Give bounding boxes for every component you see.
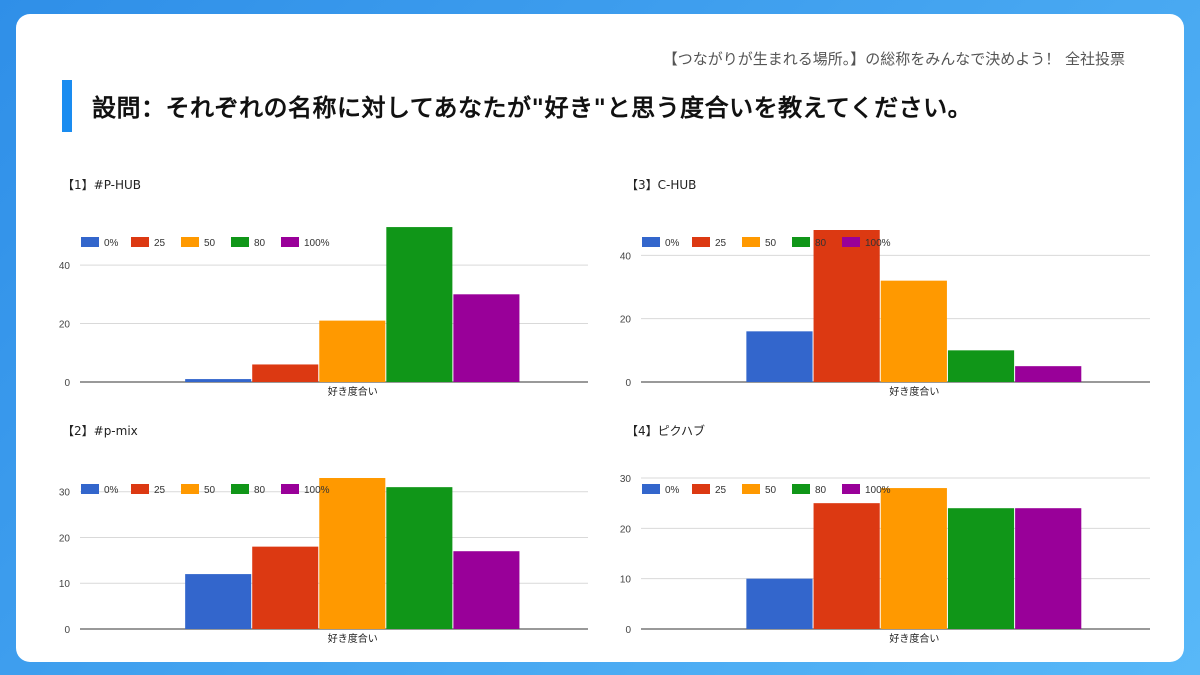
y-tick-label: 10: [620, 575, 632, 586]
legend-swatch-100pct: [281, 237, 299, 247]
legend-swatch-80: [231, 237, 249, 247]
legend-label: 50: [204, 238, 216, 249]
title-accent-bar: [62, 80, 72, 132]
legend-label: 80: [254, 485, 266, 496]
legend-swatch-100pct: [842, 484, 860, 494]
x-axis-label: 好き度合い: [328, 385, 378, 398]
y-tick-label: 30: [59, 488, 71, 499]
legend-swatch-25: [131, 237, 149, 247]
legend-label: 50: [204, 485, 216, 496]
x-axis-label: 好き度合い: [328, 632, 378, 645]
legend-label: 0%: [665, 485, 680, 496]
y-tick-label: 0: [64, 625, 70, 636]
chart-3-title: 【3】C-HUB: [626, 178, 697, 192]
y-tick-label: 30: [620, 474, 632, 485]
bar-80: [947, 350, 1015, 382]
bar-25: [813, 503, 880, 629]
y-tick-label: 20: [59, 320, 71, 331]
legend-swatch-50: [742, 237, 760, 247]
y-tick-label: 20: [620, 524, 632, 535]
legend-swatch-0pct: [81, 484, 99, 494]
bar-100pct: [453, 551, 520, 629]
bar-25: [252, 546, 319, 629]
legend-swatch-0pct: [642, 484, 660, 494]
x-axis-label: 好き度合い: [889, 385, 939, 398]
legend-swatch-80: [792, 484, 810, 494]
y-tick-label: 40: [59, 261, 71, 272]
bar-80: [386, 487, 453, 629]
legend-label: 80: [815, 238, 827, 249]
bar-50: [880, 488, 947, 629]
legend-label: 0%: [104, 238, 119, 249]
bar-80: [947, 508, 1015, 629]
legend-swatch-80: [231, 484, 249, 494]
legend-label: 100%: [304, 485, 330, 496]
legend-swatch-0pct: [642, 237, 660, 247]
legend-swatch-25: [692, 237, 710, 247]
legend-swatch-100pct: [842, 237, 860, 247]
legend-swatch-0pct: [81, 237, 99, 247]
legend-swatch-50: [742, 484, 760, 494]
legend-label: 80: [815, 485, 827, 496]
legend-label: 50: [765, 485, 777, 496]
survey-subtitle: 【つながりが生まれる場所。】の総称をみんなで決めよう！ 全社投票: [662, 50, 1125, 68]
legend-label: 80: [254, 238, 266, 249]
chart-1-title: 【1】#P-HUB: [62, 178, 142, 192]
bar-100pct: [453, 294, 520, 382]
chart-4-title: 【4】ピクハブ: [626, 424, 706, 438]
legend-label: 25: [154, 485, 166, 496]
bar-25: [252, 364, 319, 382]
bar-100pct: [1015, 366, 1082, 382]
legend-label: 100%: [865, 238, 891, 249]
bar-0pct: [185, 379, 252, 382]
y-tick-label: 40: [620, 251, 632, 262]
bar-0pct: [746, 331, 813, 382]
bar-100pct: [1015, 508, 1082, 629]
legend-swatch-50: [181, 237, 199, 247]
y-tick-label: 0: [64, 378, 70, 389]
bar-50: [319, 478, 386, 629]
y-tick-label: 20: [620, 315, 632, 326]
y-tick-label: 20: [59, 533, 71, 544]
question-title: 設問：それぞれの名称に対してあなたが"好き"と思う度合いを教えてください。: [92, 94, 973, 122]
bar-25: [813, 230, 880, 382]
legend-swatch-100pct: [281, 484, 299, 494]
bar-50: [319, 320, 386, 382]
legend-label: 0%: [104, 485, 119, 496]
legend-label: 25: [154, 238, 166, 249]
bar-0pct: [185, 574, 252, 629]
legend-swatch-80: [792, 237, 810, 247]
legend-label: 50: [765, 238, 777, 249]
chart-2-title: 【2】#p-mix: [62, 424, 138, 438]
legend-label: 0%: [665, 238, 680, 249]
legend-label: 100%: [865, 485, 891, 496]
y-tick-label: 0: [625, 625, 631, 636]
bar-0pct: [746, 578, 813, 629]
bar-80: [386, 227, 453, 382]
x-axis-label: 好き度合い: [889, 632, 939, 645]
y-tick-label: 10: [59, 579, 71, 590]
legend-swatch-25: [131, 484, 149, 494]
legend-swatch-50: [181, 484, 199, 494]
legend-label: 100%: [304, 238, 330, 249]
bar-50: [880, 280, 947, 382]
legend-label: 25: [715, 238, 727, 249]
y-tick-label: 0: [625, 378, 631, 389]
legend-swatch-25: [692, 484, 710, 494]
legend-label: 25: [715, 485, 727, 496]
